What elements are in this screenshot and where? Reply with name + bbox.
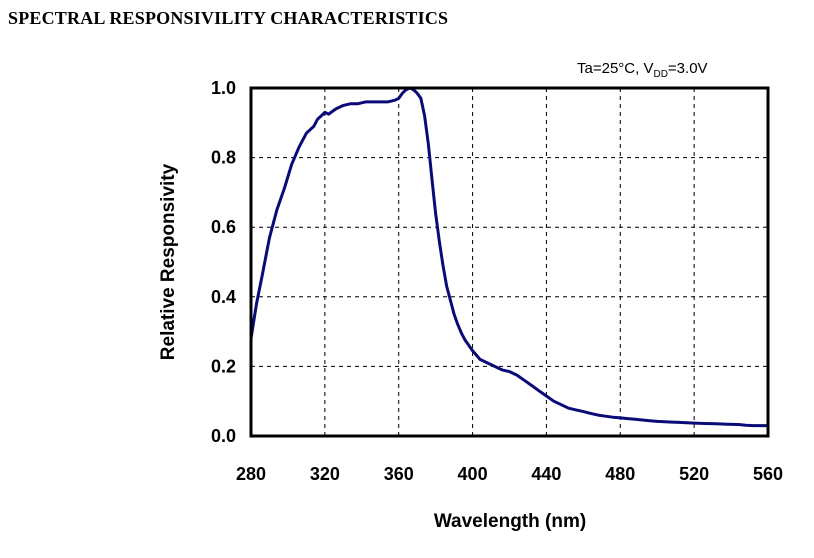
conditions-suffix: =3.0V xyxy=(668,60,708,77)
x-tick-label: 520 xyxy=(679,464,709,484)
x-tick-label: 400 xyxy=(458,464,488,484)
x-tick-label: 360 xyxy=(384,464,414,484)
x-tick-label: 280 xyxy=(236,464,266,484)
y-tick-label: 0.4 xyxy=(211,287,236,307)
conditions-subscript: DD xyxy=(653,69,667,80)
y-tick-label: 0.6 xyxy=(211,217,236,237)
responsivity-curve xyxy=(249,86,770,428)
x-tick-label: 320 xyxy=(310,464,340,484)
y-tick-label: 0.0 xyxy=(211,426,236,446)
grid-lines xyxy=(251,88,768,436)
x-tick-label: 560 xyxy=(753,464,783,484)
x-tick-label: 440 xyxy=(531,464,561,484)
y-tick-label: 0.2 xyxy=(211,356,236,376)
y-axis-title: Relative Responsivity xyxy=(158,163,179,360)
y-tick-label: 1.0 xyxy=(211,78,236,98)
conditions-prefix: Ta=25°C, V xyxy=(577,60,653,77)
measurement-conditions: Ta=25°C, VDD=3.0V xyxy=(577,60,708,80)
x-tick-labels: 280 320 360 400 440 480 520 560 xyxy=(236,464,783,484)
y-tick-labels: 0.0 0.2 0.4 0.6 0.8 1.0 xyxy=(211,78,236,446)
x-tick-label: 480 xyxy=(605,464,635,484)
page-title: SPECTRAL RESPONSIVILITY CHARACTERISTICS xyxy=(8,8,449,28)
plot-frame xyxy=(249,86,770,438)
y-tick-label: 0.8 xyxy=(211,148,236,168)
x-axis-title: Wavelength (nm) xyxy=(434,511,586,532)
